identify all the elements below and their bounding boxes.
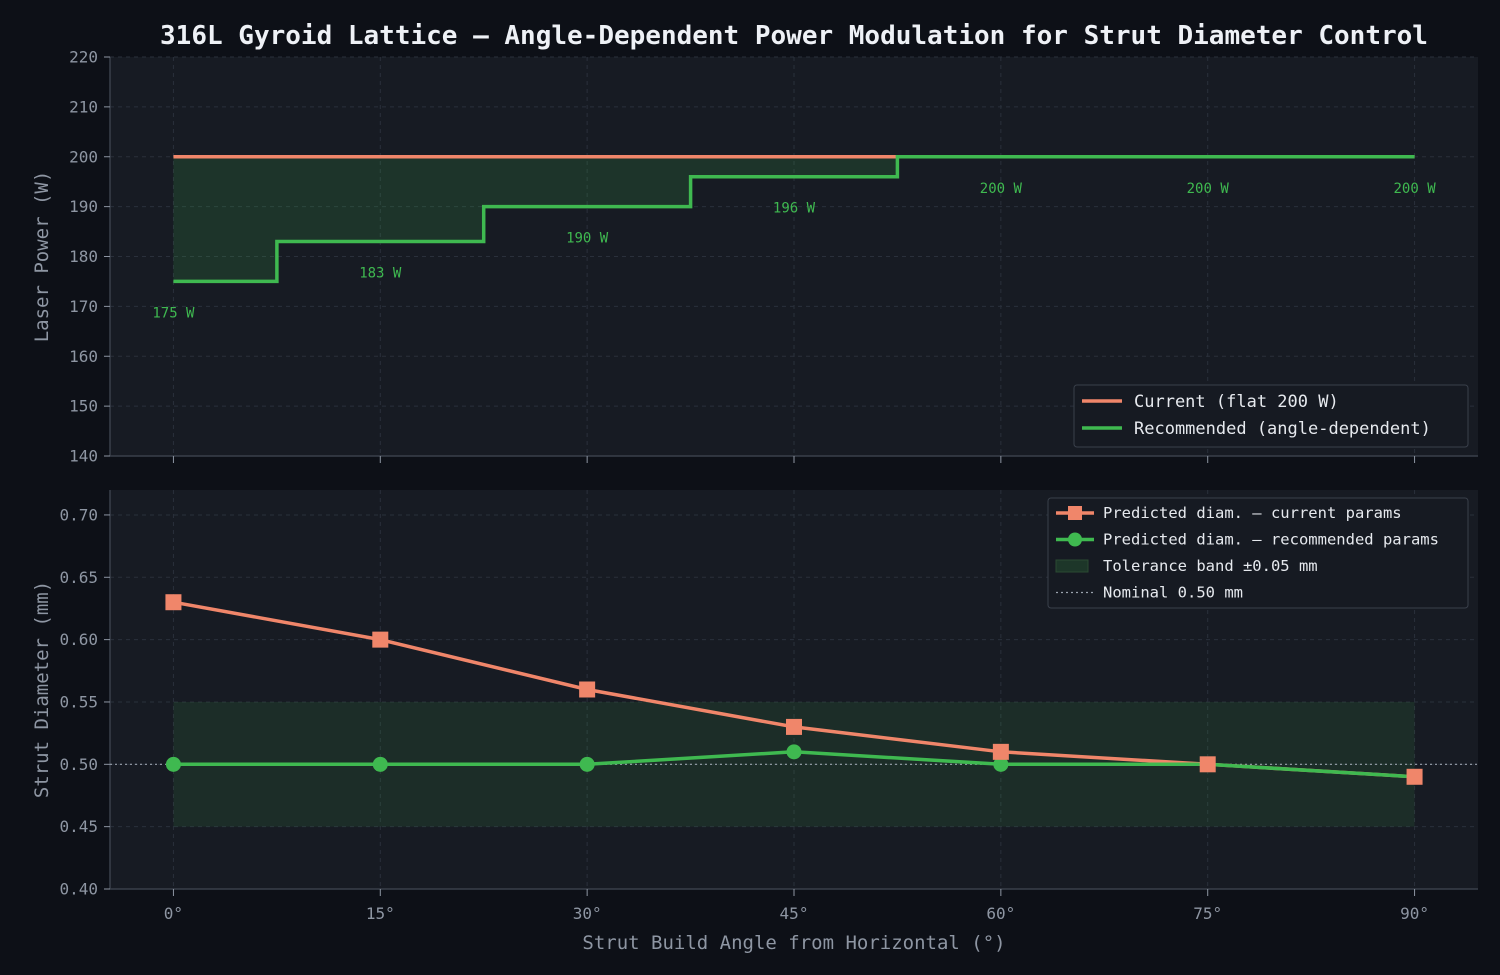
y-tick-label: 0.70 — [59, 505, 98, 524]
diameter-point-recommended — [993, 756, 1009, 772]
step-value-label: 200 W — [980, 181, 1023, 197]
x-tick-label: 60° — [986, 904, 1015, 923]
diameter-point-recommended — [372, 756, 388, 772]
y-tick-label: 200 — [69, 147, 98, 166]
y-tick-label: 0.60 — [59, 630, 98, 649]
diameter-legend: Predicted diam. — current params Predicte… — [1047, 497, 1469, 609]
recommended-power-step — [173, 155, 1415, 284]
legend-label: Nominal 0.50 mm — [1103, 584, 1243, 602]
step-value-label: 183 W — [359, 266, 402, 282]
x-tick-label: 15° — [366, 904, 395, 923]
power-panel: 140 150 160 170 180 190 200 210 220 Laser Power (… — [31, 48, 1478, 466]
legend-box — [1047, 497, 1469, 609]
diameter-point-current — [1199, 756, 1216, 773]
y-axis-label: Laser Power (W) — [31, 171, 53, 343]
legend-label: Predicted diam. — recommended params — [1103, 531, 1439, 549]
step-value-label: 196 W — [773, 201, 816, 217]
x-tick-label: 0° — [164, 904, 183, 923]
step-value-label: 190 W — [566, 231, 609, 247]
y-tick-label: 220 — [69, 48, 98, 67]
y-tick-label: 210 — [69, 97, 98, 116]
diameter-point-current — [1406, 768, 1423, 785]
step-value-label: 200 W — [1187, 181, 1230, 197]
diameter-point-recommended — [579, 756, 595, 772]
x-tick-label: 75° — [1193, 904, 1222, 923]
diameter-point-recommended — [786, 744, 802, 760]
legend-label-recommended: Recommended (angle-dependent) — [1134, 419, 1431, 439]
chart-layer: 140 150 160 170 180 190 200 210 220 Laser Power (… — [31, 48, 1478, 923]
y-tick-label: 180 — [69, 247, 98, 266]
x-tick-label: 90° — [1400, 904, 1429, 923]
y-tick-label: 0.65 — [59, 568, 98, 587]
y-tick-label: 160 — [69, 347, 98, 366]
diameter-point-current — [992, 743, 1009, 760]
y-tick-label: 170 — [69, 297, 98, 316]
y-tick-label: 0.55 — [59, 692, 98, 711]
y-tick-label: 140 — [69, 447, 98, 466]
x-tick-label: 45° — [780, 904, 809, 923]
step-value-label: 175 W — [152, 305, 195, 321]
diameter-point-current — [372, 631, 389, 648]
diameter-point-current — [579, 681, 596, 698]
legend-marker-recommended — [1068, 532, 1082, 547]
x-axis-label: Strut Build Angle from Horizontal (°) — [582, 932, 1005, 954]
legend-label: Predicted diam. — current params — [1103, 504, 1402, 522]
power-savings-fill — [173, 156, 1415, 282]
y-tick-label: 190 — [69, 197, 98, 216]
x-tick-label: 30° — [573, 904, 602, 923]
diameter-point-recommended — [165, 756, 181, 772]
legend-marker-current — [1068, 506, 1082, 520]
legend-label-current: Current (flat 200 W) — [1134, 392, 1339, 412]
legend-swatch-band — [1055, 559, 1089, 573]
y-tick-label: 0.50 — [59, 755, 98, 774]
chart-title: 316L Gyroid Lattice — Angle-Dependent Po… — [160, 21, 1428, 51]
diameter-panel: 0.40 0.45 0.50 0.55 0.60 0.65 0.70 Strut Diamet… — [31, 490, 1478, 923]
legend-box — [1073, 384, 1469, 448]
power-legend: Current (flat 200 W) Recommended (angle-d… — [1073, 384, 1469, 448]
step-value-label: 200 W — [1393, 181, 1436, 197]
legend-label: Tolerance band ±0.05 mm — [1103, 557, 1318, 575]
diameter-point-current — [786, 718, 802, 735]
y-tick-label: 0.45 — [59, 817, 98, 836]
diameter-point-current — [165, 594, 182, 611]
y-axis-label: Strut Diameter (mm) — [31, 581, 53, 798]
y-tick-label: 150 — [69, 397, 98, 416]
y-tick-label: 0.40 — [59, 880, 98, 899]
